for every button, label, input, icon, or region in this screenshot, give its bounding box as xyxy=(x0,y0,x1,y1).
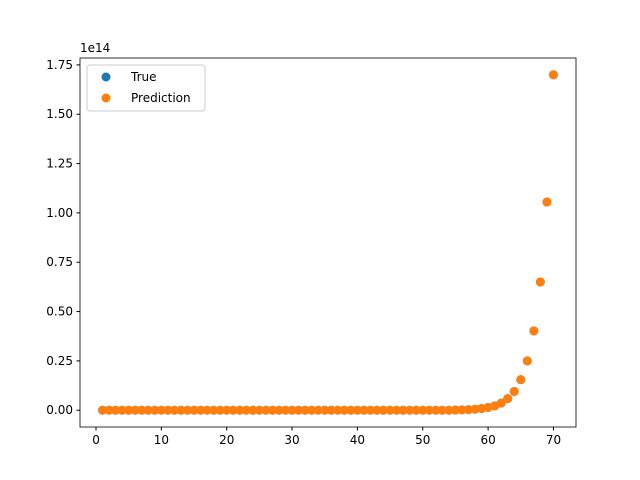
y-offset-label: 1e14 xyxy=(80,41,110,55)
legend-label: Prediction xyxy=(131,91,191,105)
point xyxy=(333,405,343,415)
point xyxy=(548,70,558,80)
y-tick-label: 0.75 xyxy=(46,255,73,269)
point xyxy=(202,405,212,415)
point xyxy=(209,405,219,415)
axes-frame xyxy=(79,57,577,428)
x-tick-label: 20 xyxy=(219,433,234,447)
point xyxy=(241,405,251,415)
point xyxy=(529,326,539,336)
legend-marker xyxy=(101,72,111,82)
point xyxy=(235,405,245,415)
point xyxy=(313,405,323,415)
x-tick-label: 50 xyxy=(415,433,430,447)
point xyxy=(281,405,291,415)
point xyxy=(496,398,506,408)
point xyxy=(287,405,297,415)
point xyxy=(509,386,519,396)
point xyxy=(437,405,447,415)
point xyxy=(542,197,552,207)
point xyxy=(150,405,160,415)
point xyxy=(464,405,474,415)
point xyxy=(379,405,389,415)
x-tick-label: 0 xyxy=(92,433,100,447)
point xyxy=(320,405,330,415)
legend-box xyxy=(86,64,206,112)
point xyxy=(104,405,114,415)
point xyxy=(424,405,434,415)
point xyxy=(143,405,153,415)
point xyxy=(222,405,232,415)
point xyxy=(98,405,108,415)
point xyxy=(392,405,402,415)
point xyxy=(248,405,258,415)
point xyxy=(398,405,408,415)
point xyxy=(267,405,277,415)
point xyxy=(431,405,441,415)
point xyxy=(124,405,134,415)
point xyxy=(365,405,375,415)
point xyxy=(457,405,467,415)
point xyxy=(339,405,349,415)
y-tick-label: 0.00 xyxy=(46,403,73,417)
point xyxy=(163,405,173,415)
point xyxy=(182,405,192,415)
point xyxy=(196,405,206,415)
point xyxy=(522,356,532,366)
point xyxy=(137,405,147,415)
point xyxy=(156,405,166,415)
y-tick-label: 1.25 xyxy=(46,157,73,171)
y-tick-label: 0.25 xyxy=(46,354,73,368)
y-tick-label: 0.50 xyxy=(46,305,73,319)
point xyxy=(130,405,140,415)
y-tick-label: 1.00 xyxy=(46,206,73,220)
point xyxy=(385,405,395,415)
point xyxy=(300,405,310,415)
point xyxy=(111,405,121,415)
point xyxy=(411,405,421,415)
point xyxy=(444,405,454,415)
point xyxy=(228,405,238,415)
x-tick-label: 60 xyxy=(480,433,495,447)
point xyxy=(261,405,271,415)
point xyxy=(169,405,179,415)
point xyxy=(215,405,225,415)
point xyxy=(274,405,284,415)
point xyxy=(503,394,513,404)
point xyxy=(418,405,428,415)
x-tick-label: 30 xyxy=(284,433,299,447)
legend-marker xyxy=(101,93,111,103)
point xyxy=(405,405,415,415)
x-tick-label: 70 xyxy=(546,433,561,447)
point xyxy=(326,405,336,415)
point xyxy=(117,405,127,415)
point xyxy=(254,405,264,415)
point xyxy=(516,375,526,385)
point xyxy=(372,405,382,415)
legend-label: True xyxy=(130,70,157,84)
y-tick-label: 1.75 xyxy=(46,58,73,72)
point xyxy=(450,405,460,415)
x-tick-label: 40 xyxy=(350,433,365,447)
point xyxy=(176,405,186,415)
point xyxy=(352,405,362,415)
point xyxy=(189,405,199,415)
point xyxy=(294,405,304,415)
point xyxy=(346,405,356,415)
point xyxy=(535,277,545,287)
y-tick-label: 1.50 xyxy=(46,107,73,121)
point xyxy=(470,404,480,414)
point xyxy=(359,405,369,415)
x-tick-label: 10 xyxy=(154,433,169,447)
point xyxy=(307,405,317,415)
